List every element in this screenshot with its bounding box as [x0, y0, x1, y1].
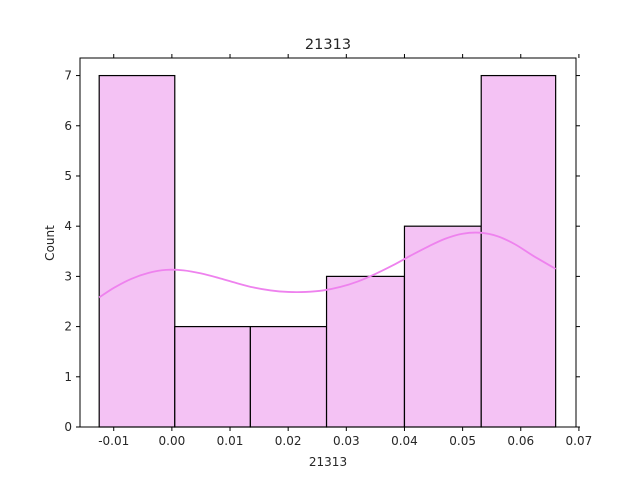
- y-tick-label: 2: [64, 320, 72, 334]
- histogram-bar-1: [98, 74, 176, 428]
- y-tick-label: 1: [64, 370, 72, 384]
- y-tick-label: 4: [64, 219, 72, 233]
- x-tick-label: 0.05: [449, 434, 476, 448]
- y-tick-label: 5: [64, 169, 72, 183]
- x-tick-label: 0.01: [217, 434, 244, 448]
- y-tick-label: 3: [64, 269, 72, 283]
- chart-title: 21313: [305, 37, 351, 53]
- plot-frame: [79, 57, 577, 428]
- kde-layer: [98, 231, 557, 299]
- histogram-bar-3: [249, 325, 328, 428]
- x-axis-label: 21313: [309, 455, 347, 469]
- kde-curve: [98, 231, 557, 299]
- x-tick-label: 0.00: [159, 434, 186, 448]
- axes-layer: [79, 57, 577, 428]
- x-tick-label: 0.02: [275, 434, 302, 448]
- histogram-bar-2: [174, 325, 251, 428]
- bars-layer: [98, 74, 557, 428]
- histogram-bar-5: [403, 225, 482, 428]
- x-tick-label: 0.07: [566, 434, 593, 448]
- histogram-bar-6: [480, 74, 557, 428]
- y-tick-label: 6: [64, 119, 72, 133]
- x-tick-label: -0.01: [98, 434, 129, 448]
- histogram-bar-4: [325, 275, 406, 428]
- y-tick-label: 0: [64, 420, 72, 434]
- x-tick-label: 0.03: [333, 434, 360, 448]
- x-tick-label: 0.04: [391, 434, 418, 448]
- x-tick-label: 0.06: [507, 434, 534, 448]
- y-axis-label: Count: [43, 225, 57, 261]
- ticks-layer: -0.01 0.00 0.01 0.02 0.03 0.04 0.05 0.06 0.07 0 1 2…: [64, 54, 592, 448]
- y-tick-label: 7: [64, 69, 72, 83]
